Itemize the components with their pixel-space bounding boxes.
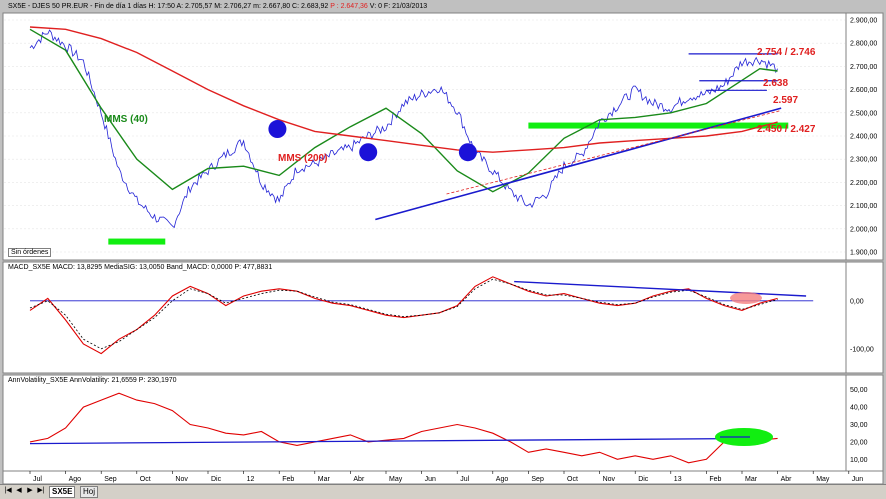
x-tick-label: Jul <box>33 476 42 483</box>
price-y-tick-label: 2.800,00 <box>850 41 877 48</box>
x-tick-label: Nov <box>175 476 188 483</box>
price-y-tick-label: 2.000,00 <box>850 226 877 233</box>
price-y-tick-label: 1.900,00 <box>850 250 877 257</box>
price-header-tail: V: 0 F: 21/03/2013 <box>369 3 428 10</box>
x-tick-label: May <box>816 476 830 483</box>
x-tick-label: Jun <box>425 476 436 483</box>
macd-highlight-ellipse <box>730 292 762 304</box>
x-tick-label: Ago <box>496 476 509 483</box>
crossover-marker <box>359 143 378 162</box>
x-tick-label: Dic <box>638 476 649 483</box>
macd-panel <box>2 261 847 374</box>
macd-y-tick-label: -100,00 <box>850 346 874 353</box>
price-y-tick-label: 2.600,00 <box>850 87 877 94</box>
macd-chart: -100,00 0,00 <box>29 276 874 355</box>
macd-header: MACD_SX5E MACD: 13,8295 MediaSIG: 13,005… <box>8 264 273 271</box>
price-dashed-trendline <box>446 110 782 195</box>
x-tick-label: Dic <box>211 476 222 483</box>
x-tick-label: Oct <box>567 476 578 483</box>
volatility-chart: 10,00 20,00 30,00 40,00 50,00 <box>29 387 868 464</box>
x-tick-label: 12 <box>247 476 255 483</box>
sheet-tab-bar <box>0 484 886 499</box>
price-y-tick-label: 2.100,00 <box>850 203 877 210</box>
x-tick-label: Nov <box>603 476 616 483</box>
price-series-line <box>29 29 778 229</box>
x-tick-label: Oct <box>140 476 151 483</box>
x-tick-label: Jun <box>852 476 863 483</box>
x-tick-label: Sep <box>531 476 544 483</box>
level-label-2638: 2.638 <box>763 78 788 89</box>
tab-nav-first-button[interactable]: |◀ <box>4 487 12 494</box>
price-axis <box>845 12 884 261</box>
x-tick-label: Sep <box>104 476 117 483</box>
vol-axis <box>845 374 884 472</box>
x-tick-label: Abr <box>781 476 793 483</box>
tab-nav-next-button[interactable]: ▶ <box>27 487 33 494</box>
vol-y-tick-label: 50,00 <box>850 387 868 394</box>
mms200-series-line <box>29 26 778 153</box>
price-y-tick-label: 2.400,00 <box>850 134 877 141</box>
crossover-marker <box>268 120 287 139</box>
macd-series-line <box>29 276 778 355</box>
level-label-2450: 2.450 / 2.427 <box>757 124 816 135</box>
level-label-2754: 2.754 / 2.746 <box>757 47 816 58</box>
x-axis: Jul Ago Sep Oct Nov Dic 12 Feb Mar Abr May Jun Jul Ag… <box>29 471 863 483</box>
price-y-tick-label: 2.500,00 <box>850 110 877 117</box>
tab-nav-last-button[interactable]: ▶| <box>37 487 45 494</box>
macd-trendline <box>514 280 807 297</box>
macd-axis <box>845 261 884 374</box>
support-zone-bar <box>108 238 166 245</box>
vol-y-tick-label: 30,00 <box>850 422 868 429</box>
price-y-tick-label: 2.200,00 <box>850 180 877 187</box>
support-zone-bar <box>528 122 789 129</box>
price-header-p: P : 2.647,36 <box>330 3 368 10</box>
price-header-text: SX5E - DJES 50 PR.EUR - Fin de día 1 día… <box>8 3 329 10</box>
tab-sheet-hoj[interactable]: Hoj <box>80 486 99 498</box>
price-y-tick-label: 2.300,00 <box>850 157 877 164</box>
vol-y-tick-label: 40,00 <box>850 405 868 412</box>
mms40-label: MMS (40) <box>104 114 148 125</box>
x-tick-label: Feb <box>709 476 721 483</box>
orders-badge: Sin órdenes <box>8 248 52 257</box>
macd-signal-line <box>29 278 778 350</box>
tab-sheet-sx5e[interactable]: SX5E <box>49 486 76 498</box>
price-y-tick-label: 2.700,00 <box>850 64 877 71</box>
mms200-label: MMS (200) <box>278 153 327 164</box>
x-tick-label: 13 <box>674 476 682 483</box>
mms40-series-line <box>29 28 778 193</box>
price-chart: 1.900,00 2.000,00 2.100,00 2.200,00 2.300,00… <box>4 18 877 257</box>
x-tick-label: May <box>389 476 403 483</box>
price-trendline <box>375 107 782 221</box>
x-tick-label: Feb <box>282 476 294 483</box>
x-tick-label: Ago <box>69 476 82 483</box>
vol-y-tick-label: 20,00 <box>850 439 868 446</box>
x-tick-label: Mar <box>318 476 331 483</box>
level-label-2597: 2.597 <box>773 95 798 106</box>
tab-nav-prev-button[interactable]: ◀ <box>16 487 22 494</box>
x-tick-label: Jul <box>460 476 469 483</box>
macd-y-tick-label: 0,00 <box>850 298 864 305</box>
vol-y-tick-label: 10,00 <box>850 457 868 464</box>
vol-panel <box>2 374 847 472</box>
crossover-marker <box>458 143 477 162</box>
volatility-trendline <box>29 437 764 445</box>
volatility-series-line <box>29 392 778 464</box>
vol-header: AnnVolatility_SX5E AnnVolatility: 21,655… <box>8 377 177 384</box>
x-tick-label: Abr <box>353 476 365 483</box>
price-header: SX5E - DJES 50 PR.EUR - Fin de día 1 día… <box>8 3 427 10</box>
x-tick-label: Mar <box>745 476 758 483</box>
price-y-tick-label: 2.900,00 <box>850 18 877 25</box>
